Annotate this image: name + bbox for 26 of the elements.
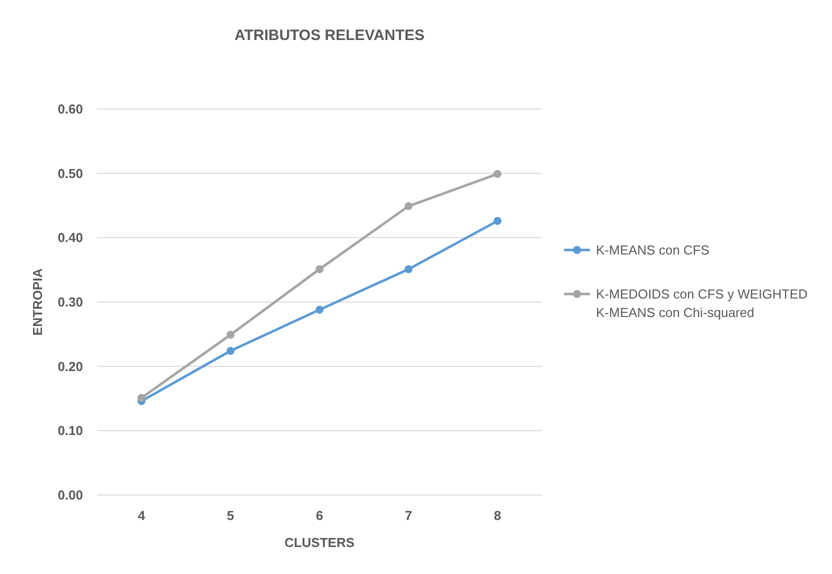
- x-tick-label: 8: [494, 508, 502, 523]
- x-tick-label: 5: [226, 508, 234, 523]
- y-tick-label: 0.30: [58, 294, 83, 310]
- y-tick-label: 0.50: [58, 166, 83, 181]
- y-tick-label: 0.60: [58, 102, 83, 117]
- point: [494, 216, 502, 225]
- y-tick-label: 0.00: [58, 488, 83, 503]
- y-axis-title: ENTROPIA: [30, 268, 45, 336]
- point: [316, 265, 324, 274]
- y-tick-label: 0.10: [58, 423, 83, 438]
- point: [226, 346, 234, 355]
- y-tick-label: 0.20: [58, 358, 83, 374]
- x-tick-label: 6: [316, 508, 324, 523]
- point: [138, 394, 146, 402]
- point: [226, 330, 234, 339]
- chart-title: ATRIBUTOS RELEVANTES: [234, 27, 425, 44]
- legend-label: K-MEANS con CFS: [596, 242, 710, 258]
- point: [404, 202, 412, 210]
- y-tick-label: 0.40: [58, 230, 83, 246]
- point: [494, 170, 502, 178]
- x-tick-label: 7: [404, 508, 412, 523]
- x-tick-label: 4: [138, 508, 146, 523]
- point: [316, 306, 324, 314]
- legend-label: K-MEDOIDS con CFS y WEIGHTED K-MEANS con Chi-squared: [596, 286, 808, 320]
- point: [404, 265, 412, 274]
- x-axis-title: CLUSTERS: [284, 535, 355, 550]
